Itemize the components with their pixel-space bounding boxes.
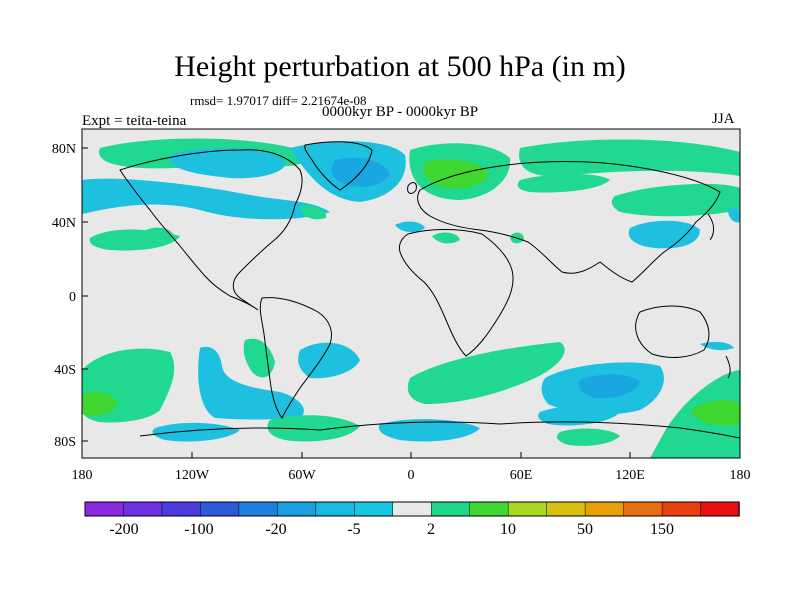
lon-label: 120W [175,468,210,483]
coastline-eurasia [417,161,721,283]
coastline-greenland [304,141,373,191]
colorbar-label: -200 [109,521,138,538]
anomaly-region [243,338,275,378]
colorbar-swatch [392,501,432,517]
colorbar-swatch [123,501,163,517]
colorbar-frame [84,501,740,517]
rmsd-stats: rmsd= 1.97017 diff= 2.21674e-08 [190,93,367,108]
colorbar-swatch [238,501,279,517]
anomaly-region [169,148,286,179]
colorbar-label: -100 [184,521,213,538]
lat-label: 80S [54,435,76,450]
anomaly-region [578,374,640,399]
colorbar-label: 50 [577,521,593,538]
anomaly-region [517,174,610,193]
coastlines [119,141,740,439]
lon-label: 60W [288,468,316,483]
coastline-south-america [259,297,332,419]
anomaly-region [142,227,174,241]
anomaly-region [198,346,304,420]
anomaly-region [378,419,480,442]
latitude-ticks [82,147,88,442]
colorbar-swatch [507,501,548,517]
colorbar-labels: -200 -100 -20 -5 2 10 50 150 [109,521,674,538]
anomaly-region [519,139,740,177]
lon-label: 120E [615,468,645,483]
experiment-label: Expt = teita-teina [82,113,187,129]
anomaly-region [82,178,330,220]
colorbar-swatch [84,501,125,517]
anomaly-region [407,342,565,404]
latitude-labels: 80N 40N 0 40S 80S [52,142,76,450]
anomaly-region [423,159,490,189]
lon-label: 180 [72,468,93,483]
anomaly-region [432,232,460,244]
lon-label: 180 [730,468,751,483]
anomaly-region [728,207,740,223]
anomaly-region [611,183,740,217]
colorbar-swatch [161,501,202,517]
lat-label: 40N [52,216,76,231]
longitude-labels: 180 120W 60W 0 60E 120E 180 [72,468,751,483]
season-label: JJA [712,111,735,127]
anomaly-region [395,221,425,233]
anomaly-region [152,422,240,442]
anomaly-region [300,205,327,220]
colorbar-swatch [469,501,509,517]
colorbar-swatch [661,501,702,517]
period-label: 0000kyr BP - 0000kyr BP [322,104,479,120]
colorbar [84,501,740,517]
colorbar-label: 150 [650,521,674,538]
longitude-ticks [81,452,741,458]
colorbar-swatch [584,501,625,517]
coastline-africa [399,229,514,357]
coastline-japan [707,213,715,241]
anomaly-region [628,220,700,249]
anomaly-region [690,400,740,426]
anomaly-region [700,341,734,351]
colorbar-swatch [623,501,663,517]
colorbar-label: 10 [500,521,516,538]
colorbar-swatch [315,501,356,517]
colorbar-label: 2 [427,521,435,538]
coastline-north-america [119,149,303,311]
colorbar-swatch [546,501,586,517]
map-title: Height perturbation at 500 hPa (in m) [174,50,626,83]
lon-label: 0 [408,468,415,483]
anomaly-region [557,428,620,446]
colorbar-swatch [354,501,394,517]
colorbar-label: -5 [347,521,360,538]
coastline-australia [635,305,710,358]
lat-label: 0 [69,290,76,305]
coastline-new-zealand [725,355,731,379]
lat-label: 80N [52,142,76,157]
colorbar-label: -20 [265,521,286,538]
anomaly-region [82,391,118,416]
lat-label: 40S [54,363,76,378]
anomaly-region [538,406,620,426]
colorbar-swatch [700,501,740,517]
coastline-uk [407,182,417,194]
colorbar-swatch [200,501,240,517]
lon-label: 60E [510,468,533,483]
anomaly-region [267,415,360,442]
coastline-antarctica [139,421,740,439]
colorbar-swatch [430,501,471,517]
anomaly-contours [82,138,740,458]
colorbar-swatch [277,501,317,517]
